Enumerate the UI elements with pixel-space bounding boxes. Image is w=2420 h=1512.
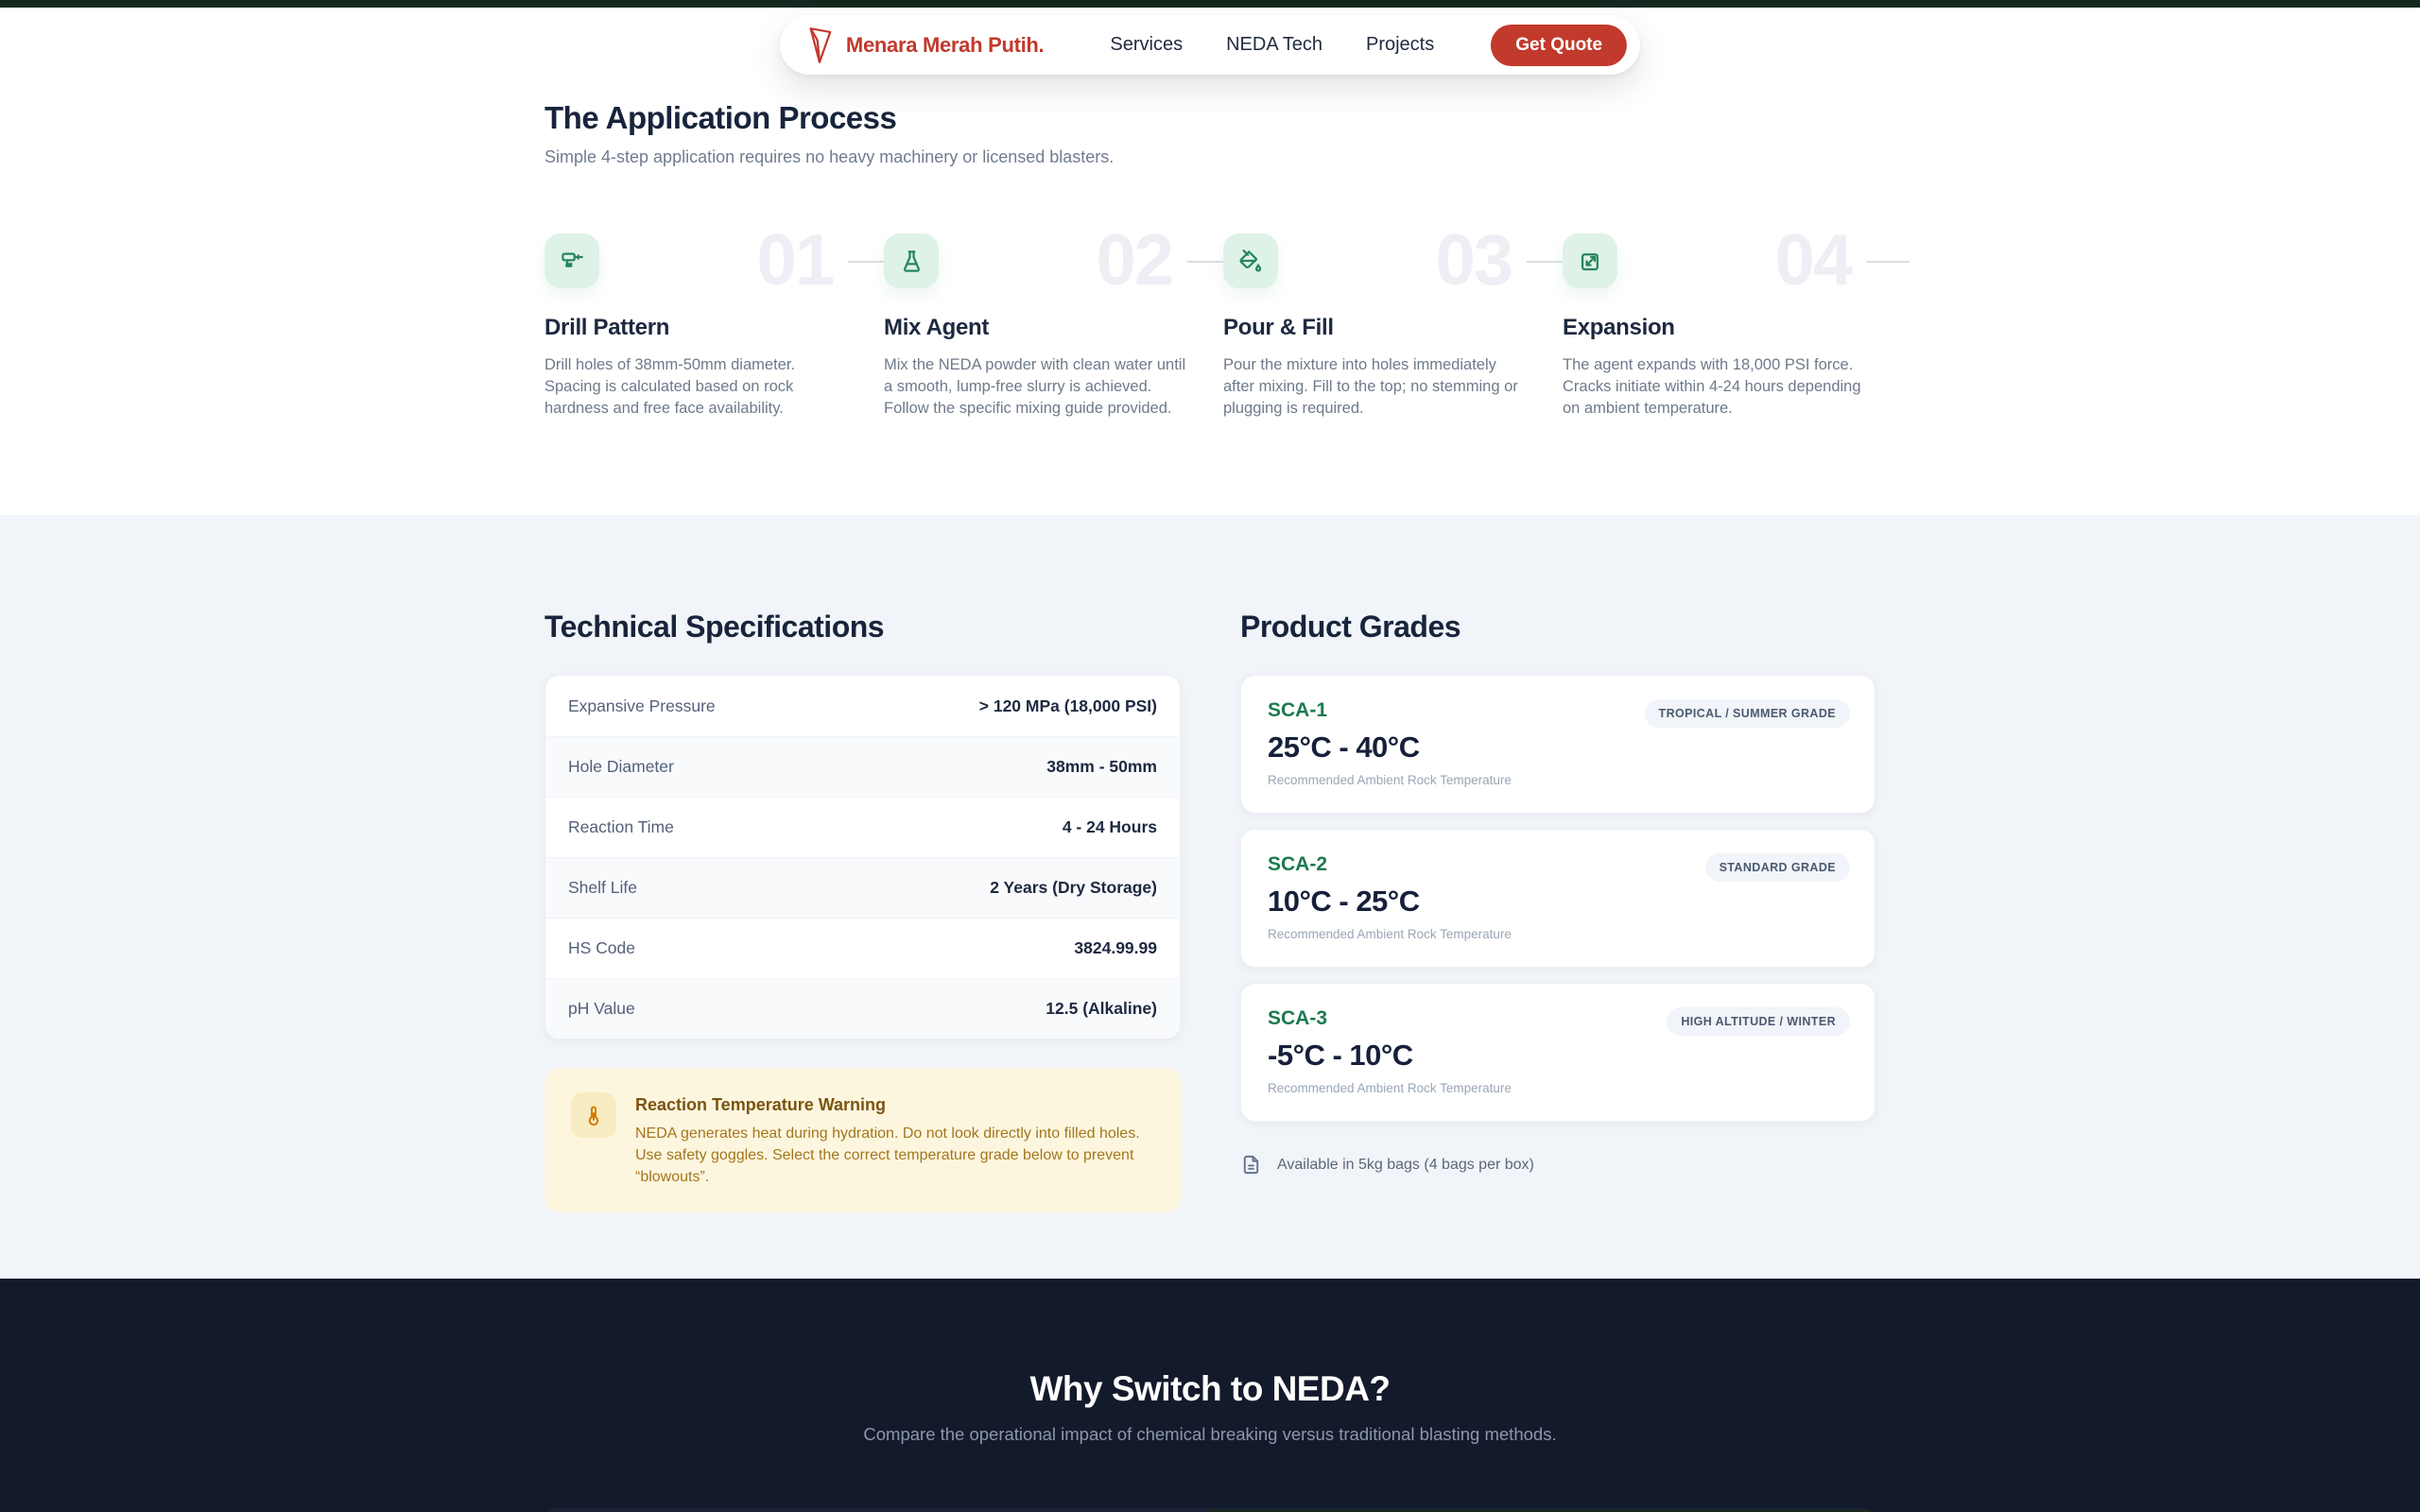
thermometer-icon xyxy=(571,1092,616,1138)
grade-note: Recommended Ambient Rock Temperature xyxy=(1268,1081,1512,1095)
grade-note: Recommended Ambient Rock Temperature xyxy=(1268,927,1512,941)
step-number: 02 xyxy=(1096,220,1174,301)
grade-card-sca-3: SCA-3 HIGH ALTITUDE / WINTER -5°C - 10°C… xyxy=(1240,983,1876,1122)
step-connector-line xyxy=(1866,261,1910,263)
grade-card-sca-1: SCA-1 TROPICAL / SUMMER GRADE 25°C - 40°… xyxy=(1240,675,1876,814)
specs-table: Expansive Pressure > 120 MPa (18,000 PSI… xyxy=(544,675,1181,1040)
spec-value: > 120 MPa (18,000 PSI) xyxy=(978,696,1157,715)
step-title: Mix Agent xyxy=(884,315,990,340)
drill-icon xyxy=(544,233,599,288)
process-steps: 01 Drill Pattern Drill holes of 38mm-50m… xyxy=(544,225,1910,420)
step-number: 03 xyxy=(1435,220,1513,301)
step-description: Mix the NEDA powder with clean water unt… xyxy=(884,356,1186,417)
process-title: The Application Process xyxy=(544,100,897,135)
table-row: Expansive Pressure > 120 MPa (18,000 PSI… xyxy=(545,676,1180,736)
grade-code: SCA-3 xyxy=(1268,1007,1328,1029)
step-connector-line xyxy=(1187,261,1231,263)
grade-badge: HIGH ALTITUDE / WINTER xyxy=(1667,1007,1850,1036)
spec-label: Expansive Pressure xyxy=(568,696,716,715)
spec-value: 4 - 24 Hours xyxy=(1062,817,1157,836)
grade-badge: TROPICAL / SUMMER GRADE xyxy=(1644,699,1850,728)
nav-link-services[interactable]: Services xyxy=(1110,34,1184,55)
step-pour-fill: 03 Pour & Fill Pour the mixture into hol… xyxy=(1223,225,1570,420)
specs-grades-section: Technical Specifications Expansive Press… xyxy=(0,515,2420,1279)
grade-code: SCA-1 xyxy=(1268,699,1328,721)
why-switch-title: Why Switch to NEDA? xyxy=(1029,1369,1391,1408)
step-number: 04 xyxy=(1774,220,1853,301)
nav-links: Services NEDA Tech Projects xyxy=(1110,34,1434,56)
get-quote-button[interactable]: Get Quote xyxy=(1491,24,1628,66)
step-expansion: 04 Expansion The agent expands with 18,0… xyxy=(1563,225,1910,420)
table-row: Hole Diameter 38mm - 50mm xyxy=(545,736,1180,797)
file-text-icon xyxy=(1240,1154,1262,1176)
top-accent-strip xyxy=(0,0,2420,8)
table-row: HS Code 3824.99.99 xyxy=(545,918,1180,978)
step-title: Pour & Fill xyxy=(1223,315,1334,340)
spec-value: 2 Years (Dry Storage) xyxy=(990,878,1157,897)
process-subtitle: Simple 4-step application requires no he… xyxy=(544,147,1115,166)
spec-label: Hole Diameter xyxy=(568,757,674,776)
flask-icon xyxy=(884,233,939,288)
step-connector-line xyxy=(1527,261,1570,263)
grade-temperature-range: -5°C - 10°C xyxy=(1268,1039,1413,1072)
brand-logo[interactable]: Menara Merah Putih. xyxy=(806,26,1045,65)
warning-body: NEDA generates heat during hydration. Do… xyxy=(635,1125,1140,1185)
logo-monument-icon xyxy=(806,26,835,65)
step-drill-pattern: 01 Drill Pattern Drill holes of 38mm-50m… xyxy=(544,225,891,420)
spec-label: HS Code xyxy=(568,938,636,957)
step-description: Pour the mixture into holes immediately … xyxy=(1223,356,1518,417)
step-connector-line xyxy=(848,261,891,263)
table-row: Shelf Life 2 Years (Dry Storage) xyxy=(545,857,1180,918)
brand-name: Menara Merah Putih. xyxy=(845,32,1045,57)
temperature-warning-callout: Reaction Temperature Warning NEDA genera… xyxy=(544,1068,1181,1212)
grade-temperature-range: 10°C - 25°C xyxy=(1268,885,1420,918)
step-number: 01 xyxy=(756,220,835,301)
comparison-card-preview xyxy=(544,1508,1876,1512)
nav-link-neda-tech[interactable]: NEDA Tech xyxy=(1226,34,1322,55)
grade-temperature-range: 25°C - 40°C xyxy=(1268,730,1420,764)
step-title: Expansion xyxy=(1563,315,1675,340)
step-mix-agent: 02 Mix Agent Mix the NEDA powder with cl… xyxy=(884,225,1231,420)
nav-link-projects[interactable]: Projects xyxy=(1365,34,1435,55)
paint-bucket-icon xyxy=(1223,233,1278,288)
step-description: Drill holes of 38mm-50mm diameter. Spaci… xyxy=(544,356,795,417)
product-grades: Product Grades SCA-1 TROPICAL / SUMMER G… xyxy=(1240,610,1876,1212)
grade-card-sca-2: SCA-2 STANDARD GRADE 10°C - 25°C Recomme… xyxy=(1240,829,1876,968)
grade-code: SCA-2 xyxy=(1268,853,1328,875)
step-title: Drill Pattern xyxy=(544,315,670,340)
spec-label: Shelf Life xyxy=(568,878,637,897)
specs-title: Technical Specifications xyxy=(544,610,885,644)
grades-title: Product Grades xyxy=(1240,610,1461,644)
why-switch-subtitle: Compare the operational impact of chemic… xyxy=(863,1424,1557,1444)
spec-value: 12.5 (Alkaline) xyxy=(1046,999,1157,1018)
spec-label: Reaction Time xyxy=(568,817,674,836)
grade-badge: STANDARD GRADE xyxy=(1704,853,1850,882)
grade-note: Recommended Ambient Rock Temperature xyxy=(1268,773,1512,787)
why-switch-section: Why Switch to NEDA? Compare the operatio… xyxy=(0,1279,2420,1512)
spec-label: pH Value xyxy=(568,999,635,1018)
availability-text: Available in 5kg bags (4 bags per box) xyxy=(1277,1156,1534,1173)
expand-icon xyxy=(1563,233,1617,288)
spec-value: 38mm - 50mm xyxy=(1046,757,1157,776)
step-description: The agent expands with 18,000 PSI force.… xyxy=(1563,356,1861,417)
technical-specifications: Technical Specifications Expansive Press… xyxy=(544,610,1181,1212)
table-row: pH Value 12.5 (Alkaline) xyxy=(545,978,1180,1039)
warning-title: Reaction Temperature Warning xyxy=(635,1095,887,1114)
comparison-left-column xyxy=(545,1509,1210,1512)
application-process-section: The Application Process Simple 4-step ap… xyxy=(0,8,2420,515)
availability-note: Available in 5kg bags (4 bags per box) xyxy=(1240,1154,1876,1176)
spec-value: 3824.99.99 xyxy=(1074,938,1157,957)
comparison-right-column xyxy=(1210,1509,1875,1512)
navbar: Menara Merah Putih. Services NEDA Tech P… xyxy=(779,15,1641,75)
table-row: Reaction Time 4 - 24 Hours xyxy=(545,797,1180,857)
